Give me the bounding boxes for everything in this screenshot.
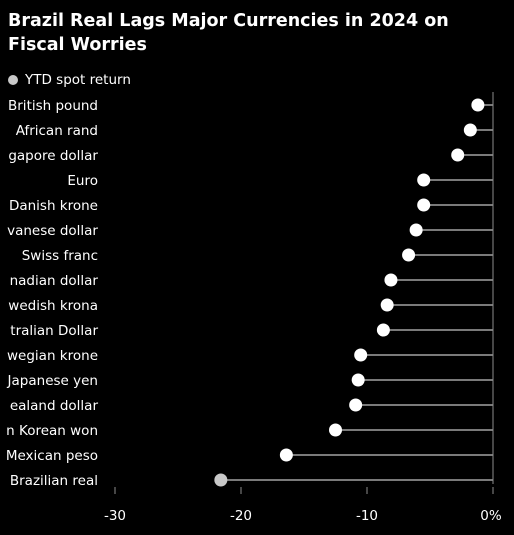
data-point bbox=[409, 223, 423, 237]
data-point bbox=[214, 473, 228, 487]
data-point bbox=[349, 398, 363, 412]
category-label: gapore dollar bbox=[8, 148, 98, 164]
category-label: Mexican peso bbox=[6, 448, 98, 464]
legend-swatch bbox=[8, 75, 18, 85]
data-point bbox=[471, 98, 485, 112]
data-point bbox=[402, 248, 416, 262]
category-label: African rand bbox=[16, 123, 98, 139]
x-tick-label: -10 bbox=[356, 508, 378, 524]
data-point bbox=[380, 298, 394, 312]
category-label: wegian krone bbox=[7, 348, 98, 364]
data-points bbox=[214, 98, 485, 487]
category-label: nadian dollar bbox=[10, 273, 99, 289]
data-point bbox=[417, 198, 431, 212]
category-label: wedish krona bbox=[8, 298, 98, 314]
category-label: n Korean won bbox=[6, 423, 98, 439]
x-axis: -30 -20 -10 0% bbox=[104, 92, 502, 524]
category-label: Euro bbox=[67, 173, 98, 189]
data-point bbox=[417, 173, 431, 187]
x-tick-label: 0% bbox=[480, 508, 502, 524]
data-point bbox=[384, 273, 398, 287]
x-tick-label: -20 bbox=[230, 508, 252, 524]
category-labels: British pound African rand gapore dollar Eu… bbox=[6, 98, 99, 489]
data-point bbox=[463, 123, 477, 137]
category-label: ealand dollar bbox=[10, 398, 99, 414]
chart-legend: YTD spot return bbox=[8, 71, 131, 89]
category-label: British pound bbox=[8, 98, 98, 114]
category-label: Brazilian real bbox=[10, 473, 98, 489]
category-label: Japanese yen bbox=[7, 373, 98, 389]
category-label: vanese dollar bbox=[7, 223, 98, 239]
legend-label: YTD spot return bbox=[25, 72, 131, 88]
x-tick-label: -30 bbox=[104, 508, 126, 524]
category-label: Swiss franc bbox=[22, 248, 98, 264]
category-label: Danish krone bbox=[9, 198, 98, 214]
data-point bbox=[376, 323, 390, 337]
data-point bbox=[279, 448, 293, 462]
category-label: tralian Dollar bbox=[10, 323, 98, 339]
data-point bbox=[354, 348, 368, 362]
lollipop-lines bbox=[220, 104, 493, 481]
data-point bbox=[451, 148, 465, 162]
data-point bbox=[329, 423, 342, 437]
chart-title: Brazil Real Lags Major Currencies in 202… bbox=[8, 11, 449, 55]
data-point bbox=[351, 373, 365, 387]
